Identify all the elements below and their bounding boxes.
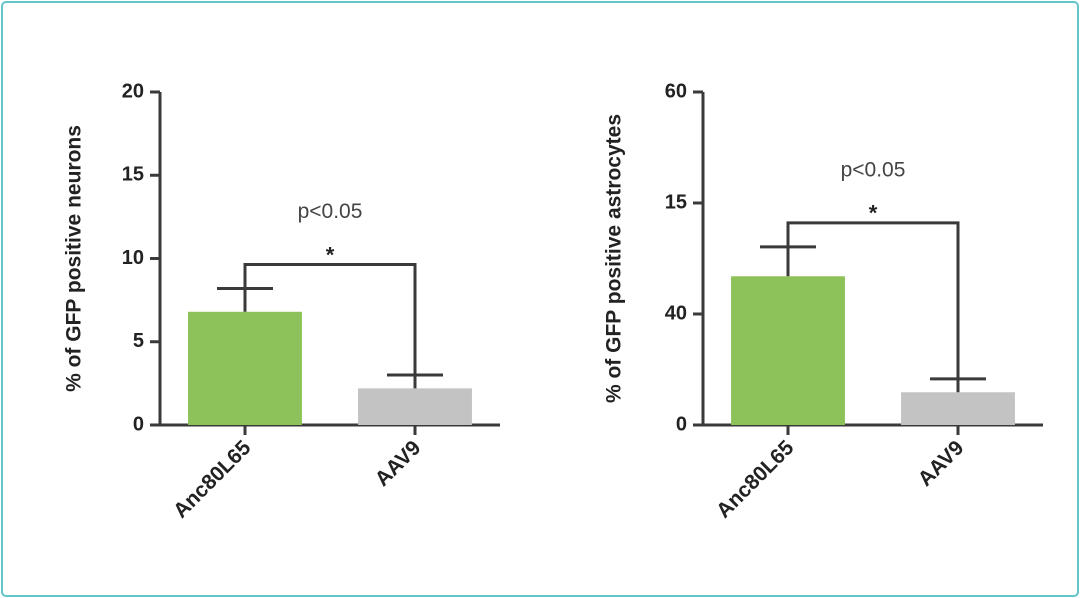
y-tick-label: 0	[133, 413, 144, 435]
y-tick-label: 5	[133, 330, 144, 352]
y-axis-label: % of GFP positive neurons	[63, 125, 86, 392]
bar	[901, 392, 1015, 425]
significance-bracket	[243, 262, 417, 376]
significance-bracket	[786, 221, 960, 379]
y-tick-label: 15	[665, 191, 687, 213]
y-tick-label: 10	[122, 247, 144, 269]
y-axis-label: % of GFP positive astrocytes	[603, 114, 626, 403]
bar	[358, 388, 472, 425]
significance-star: *	[869, 201, 878, 226]
y-tick-label: 60	[665, 80, 687, 102]
y-tick-label: 15	[122, 164, 144, 186]
y-tick-label: 40	[665, 302, 687, 324]
significance-star: *	[326, 242, 335, 267]
y-tick-label: 0	[676, 413, 687, 435]
bar	[731, 276, 845, 425]
annotation: p<0.05	[298, 200, 363, 223]
bar	[188, 311, 302, 425]
y-tick-label: 20	[122, 80, 144, 102]
annotation: p<0.05	[841, 158, 906, 181]
